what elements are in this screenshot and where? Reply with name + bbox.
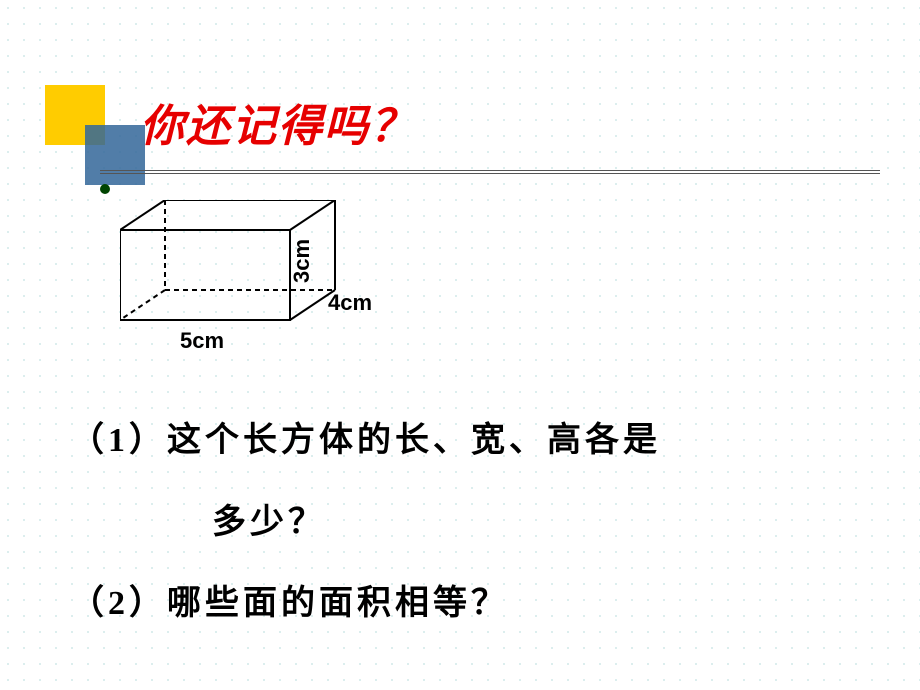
dim-length-label: 5cm: [180, 328, 224, 354]
slide-title: 你还记得吗？: [140, 90, 416, 154]
q2-prefix: （2）: [70, 585, 167, 622]
q1-prefix: （1）: [70, 422, 167, 459]
bullet-icon: [100, 184, 110, 194]
q2-text: 哪些面的面积相等？: [167, 584, 509, 622]
title-divider: [100, 170, 880, 182]
question-1-line2: 多少？: [70, 482, 870, 564]
question-2: （2）哪些面的面积相等？: [70, 563, 870, 645]
cuboid-diagram: 5cm 4cm 3cm: [120, 200, 380, 355]
question-1: （1）这个长方体的长、宽、高各是: [70, 400, 870, 482]
dim-width-label: 4cm: [328, 290, 372, 316]
dim-height-label: 3cm: [289, 239, 315, 283]
questions-block: （1）这个长方体的长、宽、高各是 多少？ （2）哪些面的面积相等？: [70, 400, 870, 645]
q1-line1: 这个长方体的长、宽、高各是: [167, 421, 661, 459]
cuboid-svg: [120, 200, 380, 350]
